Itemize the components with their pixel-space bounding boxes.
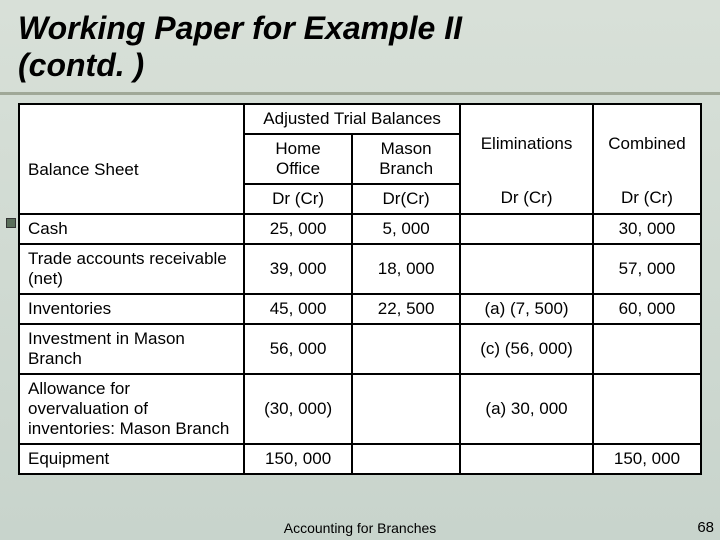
title-line1: Working Paper for Example II — [18, 10, 462, 46]
table-row: Equipment 150, 000 150, 000 — [19, 444, 701, 474]
row-comb: 57, 000 — [593, 244, 701, 294]
col-eliminations: Eliminations — [460, 104, 593, 184]
row-mason: 18, 000 — [352, 244, 460, 294]
row-label: Inventories — [19, 294, 244, 324]
row-elim: (a) (7, 500) — [460, 294, 593, 324]
table-row: Trade accounts receivable (net) 39, 000 … — [19, 244, 701, 294]
footer-text: Accounting for Branches — [0, 520, 720, 536]
subhdr-drcr-comb: Dr (Cr) — [593, 184, 701, 214]
table-row: Inventories 45, 000 22, 500 (a) (7, 500)… — [19, 294, 701, 324]
title-line2: (contd. ) — [18, 47, 144, 83]
row-elim: (c) (56, 000) — [460, 324, 593, 374]
row-mason: 5, 000 — [352, 214, 460, 244]
col-combined: Combined — [593, 104, 701, 184]
row-elim — [460, 444, 593, 474]
row-mason — [352, 374, 460, 444]
row-home: (30, 000) — [244, 374, 352, 444]
table-row: Cash 25, 000 5, 000 30, 000 — [19, 214, 701, 244]
col-balance-sheet: Balance Sheet — [19, 104, 244, 184]
row-comb — [593, 374, 701, 444]
row-label: Investment in Mason Branch — [19, 324, 244, 374]
blank-label — [19, 184, 244, 214]
col-home-office: Home Office — [244, 134, 352, 184]
row-home: 56, 000 — [244, 324, 352, 374]
row-home: 39, 000 — [244, 244, 352, 294]
subhdr-drcr-mason: Dr(Cr) — [352, 184, 460, 214]
row-elim: (a) 30, 000 — [460, 374, 593, 444]
row-mason — [352, 444, 460, 474]
subhdr-drcr-elim: Dr (Cr) — [460, 184, 593, 214]
row-comb: 150, 000 — [593, 444, 701, 474]
table-row: Allowance for overvaluation of inventori… — [19, 374, 701, 444]
row-label: Trade accounts receivable (net) — [19, 244, 244, 294]
row-label: Cash — [19, 214, 244, 244]
row-comb — [593, 324, 701, 374]
balance-sheet-table: Balance Sheet Adjusted Trial Balances El… — [18, 103, 702, 475]
row-home: 150, 000 — [244, 444, 352, 474]
row-elim — [460, 244, 593, 294]
title-rule — [0, 92, 720, 95]
slide-title: Working Paper for Example II (contd. ) — [0, 0, 720, 90]
row-label: Equipment — [19, 444, 244, 474]
row-mason — [352, 324, 460, 374]
header-adjusted-trial: Adjusted Trial Balances — [244, 104, 460, 134]
page-number: 68 — [697, 519, 714, 536]
col-mason-branch: Mason Branch — [352, 134, 460, 184]
row-home: 45, 000 — [244, 294, 352, 324]
row-comb: 60, 000 — [593, 294, 701, 324]
bullet-decor — [6, 218, 16, 228]
row-home: 25, 000 — [244, 214, 352, 244]
subhdr-drcr-home: Dr (Cr) — [244, 184, 352, 214]
row-comb: 30, 000 — [593, 214, 701, 244]
row-elim — [460, 214, 593, 244]
row-mason: 22, 500 — [352, 294, 460, 324]
table-row: Investment in Mason Branch 56, 000 (c) (… — [19, 324, 701, 374]
row-label: Allowance for overvaluation of inventori… — [19, 374, 244, 444]
